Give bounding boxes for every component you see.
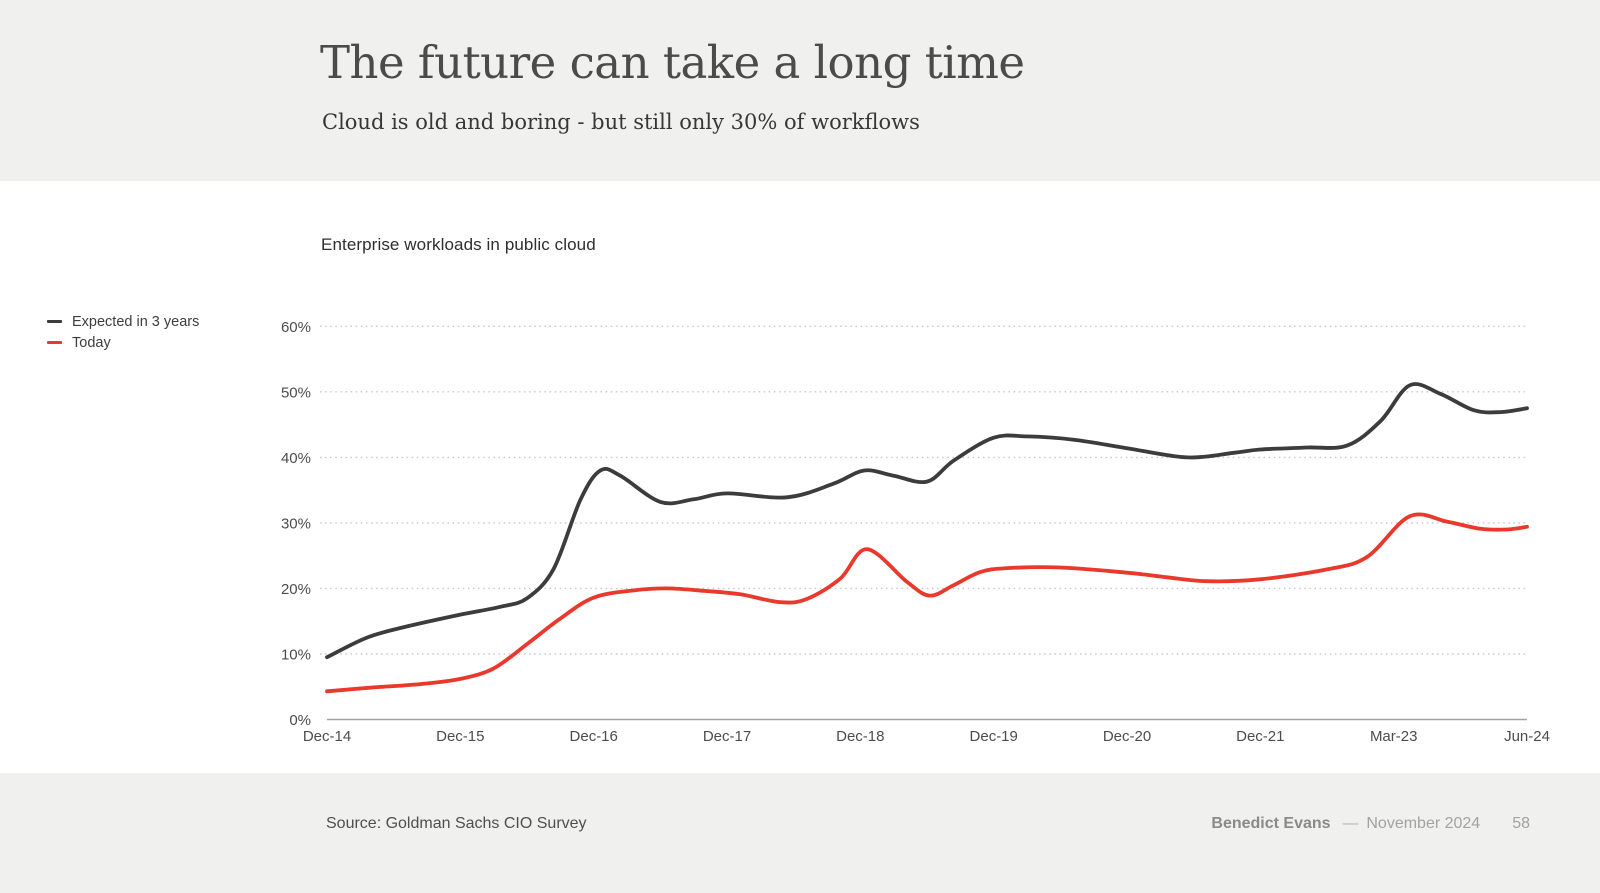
y-tick-label: 0% [289,712,311,729]
x-tick-label: Dec-17 [703,728,751,745]
x-tick-label: Dec-16 [570,728,618,745]
footer-band [0,773,1600,893]
x-tick-label: Jun-24 [1504,728,1550,745]
header-band [0,0,1600,181]
x-tick-label: Mar-23 [1370,728,1418,745]
page-subtitle: Cloud is old and boring - but still only… [322,110,920,134]
x-tick-label: Dec-15 [436,728,484,745]
y-tick-label: 40% [281,450,311,467]
x-tick-label: Dec-21 [1236,728,1284,745]
page-title: The future can take a long time [320,36,1025,89]
legend-item-expected: Expected in 3 years [47,311,199,332]
y-tick-label: 30% [281,515,311,532]
source-note: Source: Goldman Sachs CIO Survey [326,815,587,832]
footer-credit: Benedict Evans –– November 2024 58 [1211,815,1530,833]
footer-dash: –– [1342,815,1359,832]
y-tick-label: 20% [281,581,311,598]
series-line-expected [325,382,1529,660]
x-tick-label: Dec-20 [1103,728,1151,745]
y-tick-label: 60% [281,319,311,336]
y-tick-label: 50% [281,384,311,401]
legend-swatch-expected-icon [47,320,62,323]
legend-item-today: Today [47,332,199,353]
author-name: Benedict Evans [1211,815,1331,832]
x-tick-label: Dec-18 [836,728,884,745]
legend-label-today: Today [72,334,111,351]
legend-label-expected: Expected in 3 years [72,313,200,330]
series-line-today [325,512,1529,694]
x-tick-label: Dec-19 [970,728,1018,745]
x-tick-label: Dec-14 [303,728,351,745]
chart-title: Enterprise workloads in public cloud [321,235,596,254]
footer-date: November 2024 [1366,815,1481,832]
legend: Expected in 3 years Today [47,311,199,353]
page-number: 58 [1512,815,1530,832]
y-tick-label: 10% [281,647,311,664]
legend-swatch-today-icon [47,341,62,344]
